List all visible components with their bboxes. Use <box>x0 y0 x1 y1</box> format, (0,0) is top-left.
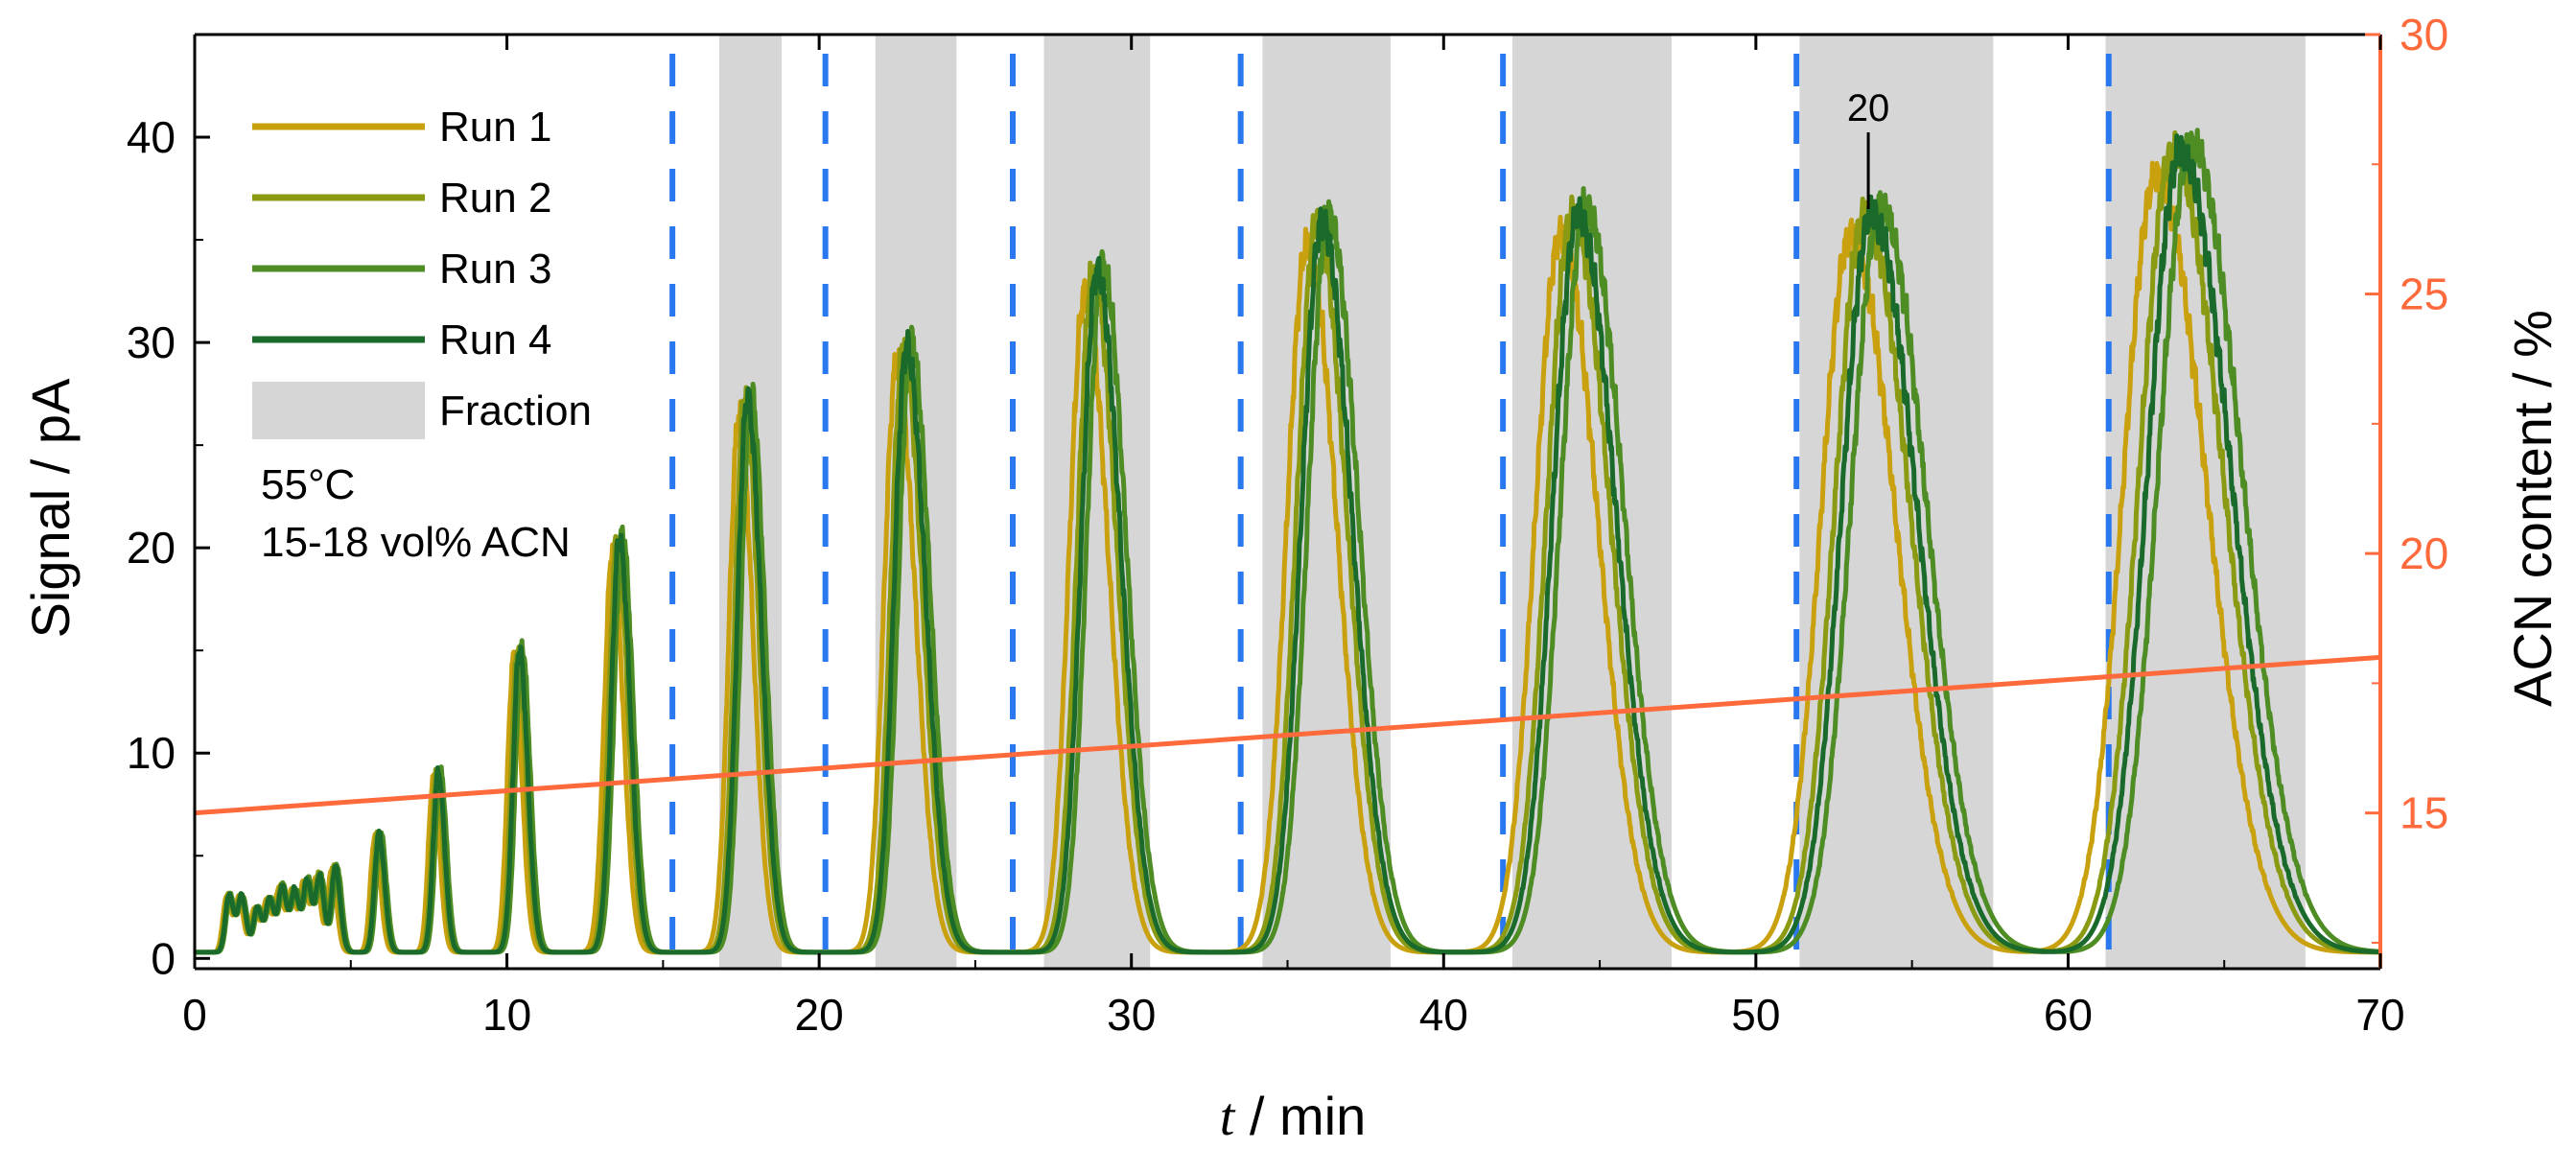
x-tick-label-20: 20 <box>795 990 844 1040</box>
y-tick-label-40: 40 <box>127 112 176 162</box>
legend: Run 1 Run 2 Run 3 Run 4 Fraction <box>252 104 592 439</box>
x-axis-title-symbol: t <box>1220 1088 1236 1147</box>
y-tick-label-30: 30 <box>127 317 176 367</box>
legend-label-run2: Run 2 <box>439 175 551 222</box>
x-axis-title-unit: / min <box>1234 1086 1366 1146</box>
y2-tick-label-20: 20 <box>2400 528 2448 578</box>
x-tick-label-10: 10 <box>482 990 531 1040</box>
acn-gradient <box>194 654 2381 816</box>
x-tick-label-40: 40 <box>1419 990 1468 1040</box>
y-tick-label-10: 10 <box>127 728 176 778</box>
y2-tick-label-15: 15 <box>2400 788 2448 838</box>
ticks: 0 10 20 30 40 50 60 70 0 10 20 30 40 15 20 25 30 <box>127 10 2448 1040</box>
peak-annotation: 20 <box>1847 87 1890 209</box>
legend-label-fraction: Fraction <box>439 387 592 434</box>
y2-axis-title: ACN content / % <box>2502 310 2563 707</box>
x-tick-label-60: 60 <box>2044 990 2093 1040</box>
condition-acn-range: 15-18 vol% ACN <box>261 519 571 566</box>
y-tick-label-20: 20 <box>127 523 176 573</box>
legend-label-run3: Run 3 <box>439 246 551 293</box>
x-tick-label-30: 30 <box>1107 990 1156 1040</box>
annotation-label: 20 <box>1847 87 1890 129</box>
x-axis-title: t / min <box>1220 1086 1366 1147</box>
y-axis-title: Signal / pA <box>20 378 81 638</box>
acn-content-line <box>194 654 2381 816</box>
y-tick-label-0: 0 <box>151 933 176 983</box>
run-traces <box>193 128 2382 955</box>
condition-temperature: 55°C <box>261 461 355 508</box>
legend-swatch-fraction <box>252 382 425 439</box>
x-tick-label-50: 50 <box>1731 990 1780 1040</box>
trace-run4 <box>193 133 2382 955</box>
x-tick-label-0: 0 <box>182 990 207 1040</box>
y2-tick-label-30: 30 <box>2400 10 2448 59</box>
legend-label-run1: Run 1 <box>439 104 551 151</box>
y2-tick-label-25: 25 <box>2400 270 2448 319</box>
x-tick-label-70: 70 <box>2355 990 2404 1040</box>
legend-label-run4: Run 4 <box>439 316 551 363</box>
